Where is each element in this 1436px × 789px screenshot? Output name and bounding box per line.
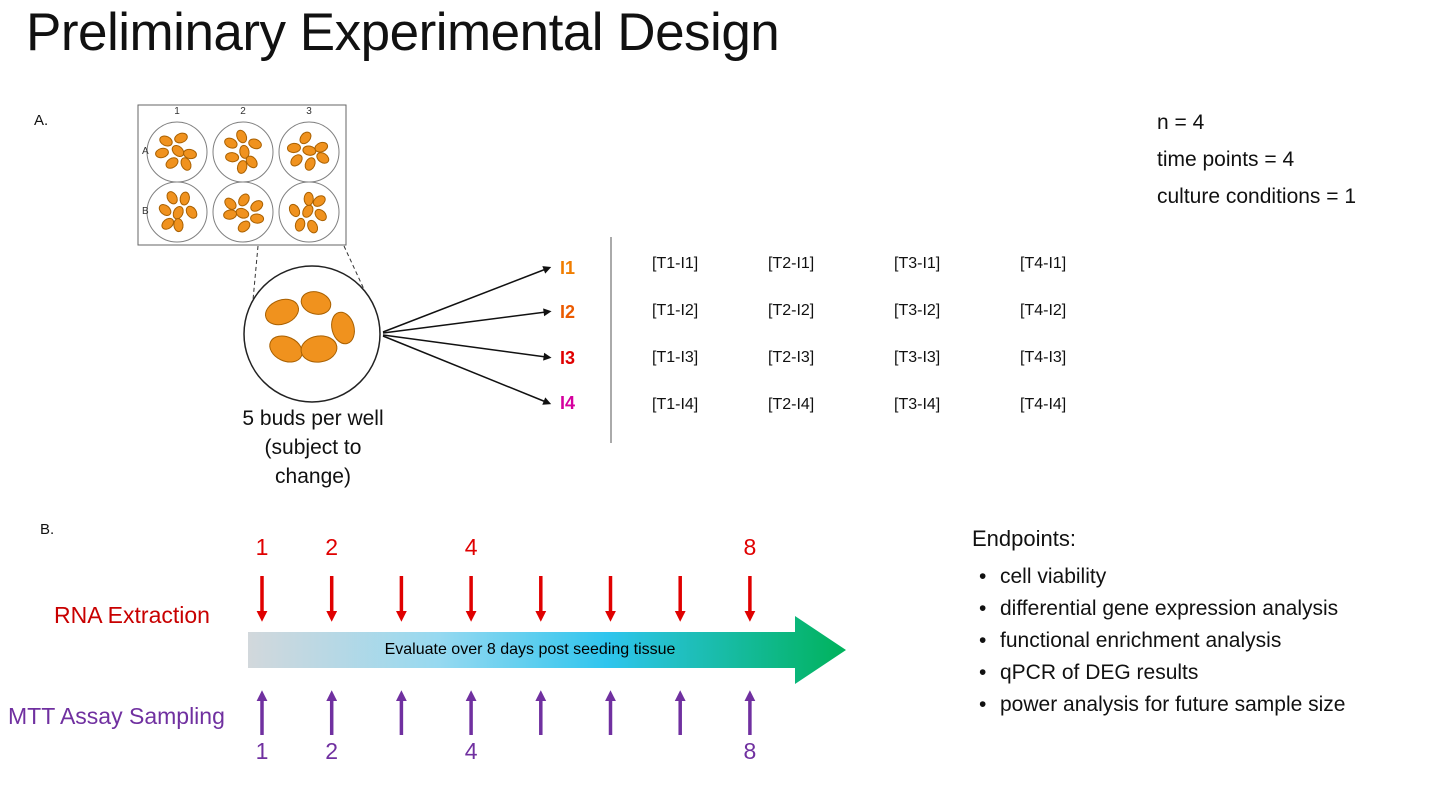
matrix-cell: [T4-I3] — [1020, 348, 1067, 366]
endpoint-item: cell viability — [972, 564, 1422, 590]
magnifier-lines — [252, 245, 369, 301]
sample-matrix: [T1-I1] [T2-I1] [T3-I1] [T4-I1] [T1-I2] … — [652, 240, 1146, 428]
study-stats: n = 4 time points = 4 culture conditions… — [1157, 104, 1356, 215]
rna-day-label: 4 — [464, 534, 478, 560]
panel-b-label: B. — [40, 521, 55, 538]
endpoint-item: qPCR of DEG results — [972, 660, 1422, 686]
endpoints-title: Endpoints: — [972, 526, 1076, 551]
stat-line: n = 4 — [1157, 111, 1205, 134]
plate-row-label: A — [142, 146, 149, 157]
rna-day-label: 8 — [743, 534, 757, 560]
buds-caption: 5 buds per well (subject to change) — [242, 407, 384, 488]
rna-day-label: 1 — [255, 534, 269, 560]
isolate-label-4: I4 — [560, 393, 576, 413]
matrix-cell: [T2-I3] — [768, 348, 815, 366]
well-plate — [137, 104, 347, 246]
endpoint-item: functional enrichment analysis — [972, 628, 1422, 654]
plate-col-label: 3 — [306, 106, 312, 117]
matrix-cell: [T1-I3] — [652, 348, 699, 366]
timeline-arrow — [248, 616, 846, 684]
mtt-assay-label: MTT Assay Sampling — [8, 703, 225, 729]
isolate-label-2: I2 — [560, 302, 576, 322]
matrix-cell: [T4-I4] — [1020, 395, 1067, 413]
magnified-well — [243, 265, 381, 403]
rna-day-label: 2 — [325, 534, 339, 560]
plate-col-label: 2 — [240, 106, 246, 117]
matrix-cell: [T1-I4] — [652, 395, 699, 413]
mtt-day-label: 1 — [255, 738, 269, 764]
matrix-cell: [T4-I1] — [1020, 254, 1067, 272]
mtt-sampling-arrows — [256, 690, 756, 735]
plate-row-label: B — [142, 206, 149, 217]
plate-col-label: 1 — [174, 106, 180, 117]
endpoint-item: differential gene expression analysis — [972, 596, 1422, 622]
rna-extraction-arrows — [256, 576, 756, 622]
matrix-cell: [T1-I2] — [652, 301, 699, 319]
page-title: Preliminary Experimental Design — [26, 3, 780, 62]
matrix-cell: [T3-I4] — [894, 395, 941, 413]
endpoints-section: Endpoints: cell viability differential g… — [972, 526, 1422, 724]
matrix-cell: [T1-I1] — [652, 254, 699, 272]
matrix-cell: [T3-I2] — [894, 301, 941, 319]
rna-extraction-label: RNA Extraction — [54, 602, 210, 628]
timeline-arrow-text: Evaluate over 8 days post seeding tissue — [384, 641, 676, 658]
stat-line: culture conditions = 1 — [1157, 185, 1357, 208]
matrix-cell: [T3-I3] — [894, 348, 941, 366]
mtt-day-label: 8 — [743, 738, 757, 764]
isolate-fan-arrows — [382, 266, 552, 405]
matrix-cell: [T3-I1] — [894, 254, 941, 272]
mtt-day-label: 2 — [325, 738, 339, 764]
matrix-cell: [T2-I4] — [768, 395, 815, 413]
isolate-label-3: I3 — [560, 348, 576, 368]
stat-line: time points = 4 — [1157, 148, 1295, 171]
matrix-cell: [T4-I2] — [1020, 301, 1067, 319]
matrix-cell: [T2-I1] — [768, 254, 815, 272]
endpoint-item: power analysis for future sample size — [972, 692, 1422, 718]
mtt-day-label: 4 — [464, 738, 478, 764]
isolate-label-1: I1 — [560, 258, 576, 278]
panel-a-label: A. — [34, 112, 49, 129]
matrix-cell: [T2-I2] — [768, 301, 815, 319]
endpoints-list: cell viability differential gene express… — [972, 564, 1422, 718]
